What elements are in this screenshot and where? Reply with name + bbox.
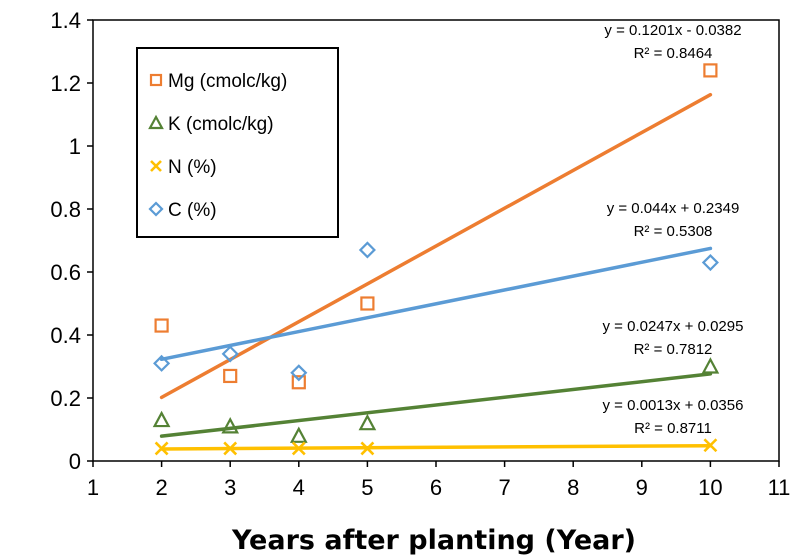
data-point [152,410,171,428]
data-point [154,318,169,333]
x-tick-label: 3 [224,475,236,500]
x-tick-label: 2 [155,475,167,500]
axes: 0 0.2 0.4 0.6 0.8 1 1.2 1.4 1 2 3 4 5 6 7 8 9 10 11 [50,8,790,500]
y-tick-label: 0.6 [50,260,81,285]
x-tick-label: 9 [636,475,648,500]
trendline [159,246,713,362]
x-tick-label: 10 [698,475,722,500]
trendline-equation: y = 0.1201x - 0.0382 [604,22,741,39]
data-point [291,375,306,390]
trendline-r2: R² = 0.5308 [634,223,713,240]
legend-marker [150,160,162,172]
data-point [360,296,375,311]
x-tick-label: 1 [87,475,99,500]
x-tick-label: 4 [293,475,305,500]
y-tick-label: 1 [69,134,81,159]
legend-entry: C (%) [168,200,217,221]
data-point [221,345,239,363]
data-point [289,426,308,443]
trendline-r2: R² = 0.7812 [634,341,713,358]
data-point [360,441,375,456]
data-point [291,441,306,456]
data-point [154,441,169,456]
x-tick-label: 6 [430,475,442,500]
legend: Mg (cmolc/kg) K (cmolc/kg) N (%) C (%) [136,47,339,238]
data-point [221,417,240,434]
y-tick-label: 1.2 [50,71,81,96]
y-tick-label: 0.4 [50,323,81,348]
trendline-equation: y = 0.044x + 0.2349 [607,200,740,217]
trendline [159,92,713,400]
y-tick-label: 0.8 [50,197,81,222]
trendlines [159,92,713,451]
x-tick-label: 8 [567,475,579,500]
trendline-equation: y = 0.0013x + 0.0356 [603,397,744,414]
markers [152,63,720,456]
legend-marker [148,201,164,217]
x-tick-label: 11 [768,475,791,500]
data-point [223,368,238,384]
legend-entry: Mg (cmolc/kg) [168,71,287,92]
data-point [223,441,238,456]
legend-box [136,47,339,238]
y-tick-label: 1.4 [50,8,81,33]
data-point [701,253,719,272]
y-tick-label: 0 [69,449,81,474]
trendline-r2: R² = 0.8711 [634,420,712,437]
data-point [153,354,171,372]
x-tick-label: 5 [361,475,373,500]
data-point [701,357,720,374]
legend-entry: K (cmolc/kg) [168,114,274,135]
trendline [159,372,713,438]
trendline-annotations: y = 0.1201x - 0.0382 R² = 0.8464 y = 0.044… [603,22,744,437]
data-point [358,241,376,259]
x-tick-label: 7 [498,475,510,500]
legend-marker [148,114,164,130]
legend-marker [149,73,163,87]
trendline-r2: R² = 0.8464 [634,45,713,62]
trendline [159,443,713,451]
data-point [290,364,308,382]
data-point [703,63,718,78]
trendline-equation: y = 0.0247x + 0.0295 [603,318,744,335]
y-tick-label: 0.2 [50,386,81,411]
data-point [358,413,377,431]
legend-entry: N (%) [168,157,217,178]
data-point [703,438,718,453]
x-axis-label: Years after planting (Year) [231,525,636,556]
